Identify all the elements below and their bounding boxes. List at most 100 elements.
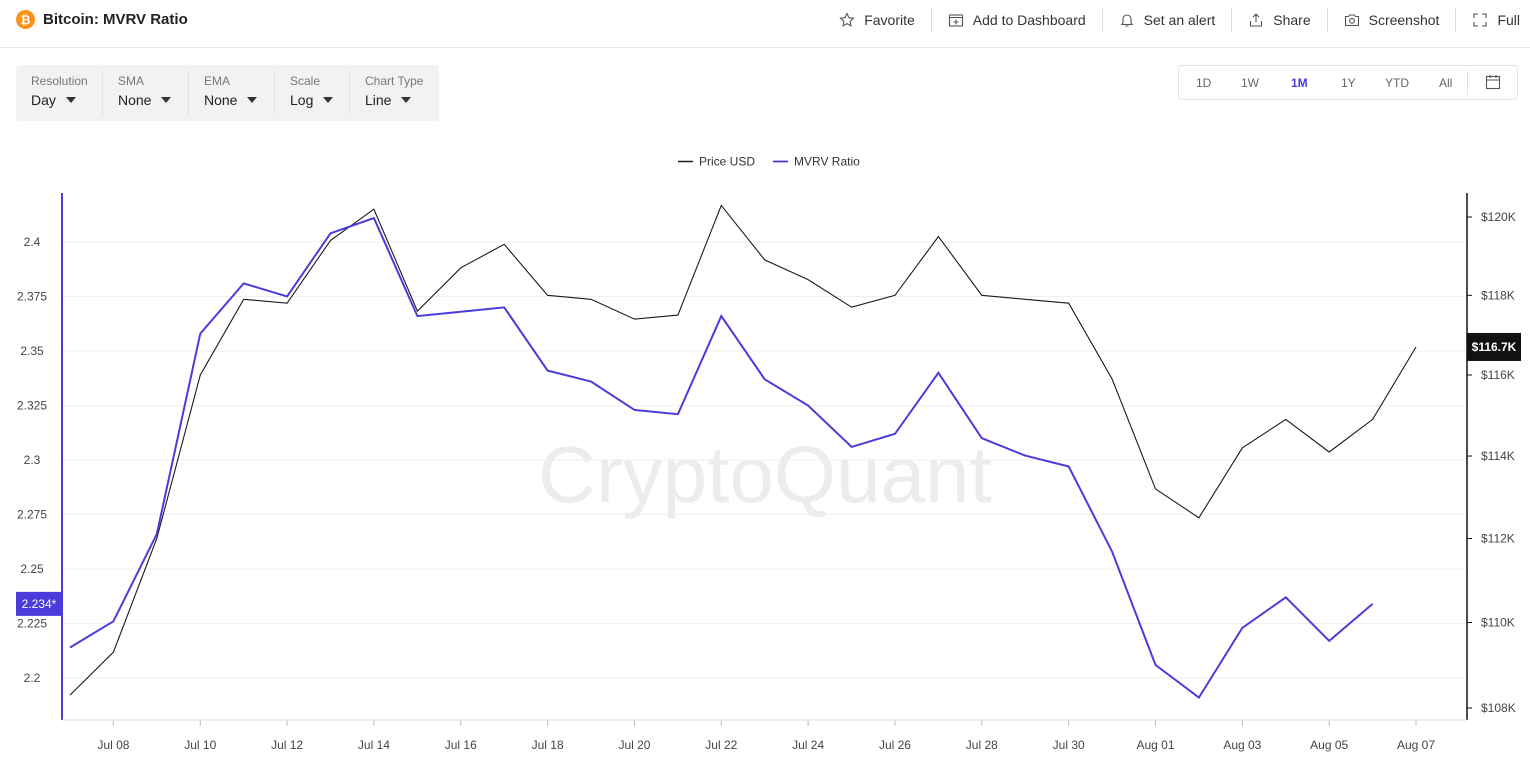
y-right-tick-label: $120K <box>1481 210 1516 224</box>
caret-down-icon <box>247 97 258 103</box>
x-tick-label: Jul 10 <box>184 738 216 752</box>
right-axis-ticks: $108K $110K $112K $114K $116K $118K $120K <box>1467 210 1516 715</box>
y-right-tick-label: $114K <box>1481 449 1515 463</box>
period-ytd[interactable]: YTD <box>1385 76 1409 90</box>
chart-type-select[interactable]: Chart Type Line <box>350 71 439 115</box>
resolution-label: Resolution <box>31 74 88 88</box>
x-tick-label: Jul 30 <box>1053 738 1085 752</box>
caret-down-icon <box>65 97 76 103</box>
x-tick-label: Jul 12 <box>271 738 303 752</box>
chart-type-value: Line <box>365 92 392 108</box>
sma-value: None <box>118 92 152 108</box>
mvrv-badge-bg <box>16 591 62 616</box>
star-icon <box>839 12 855 27</box>
ema-select[interactable]: EMA None <box>189 71 275 115</box>
x-tick-label: Jul 14 <box>358 738 390 752</box>
dashboard-add-icon <box>948 14 963 27</box>
sma-label: SMA <box>118 74 145 88</box>
chart-legend: Price USD MVRV Ratio <box>678 155 860 169</box>
x-tick-label: Jul 24 <box>792 738 824 752</box>
mvrv-chart: Price USD MVRV Ratio CryptoQuant 2.2 2.22… <box>16 155 1521 752</box>
camera-icon <box>1344 14 1359 27</box>
legend-mvrv-label[interactable]: MVRV Ratio <box>794 155 860 169</box>
screenshot-label: Screenshot <box>1368 12 1440 28</box>
scale-label: Scale <box>290 74 321 88</box>
x-tick-label: Aug 01 <box>1136 738 1174 752</box>
caret-down-icon <box>161 97 172 103</box>
y-left-tick-label: 2.325 <box>17 399 47 413</box>
legend-price-label[interactable]: Price USD <box>699 155 755 169</box>
mvrv-badge-text: 2.234* <box>22 597 57 611</box>
fullscreen-icon <box>1473 13 1487 27</box>
ema-label: EMA <box>204 74 231 88</box>
period-1d[interactable]: 1D <box>1196 76 1212 90</box>
price-badge-bg <box>1467 332 1521 361</box>
mvrv-ratio-line[interactable] <box>69 216 1374 700</box>
y-left-tick-label: 2.25 <box>20 562 44 576</box>
mvrv-value-badge: 2.234* <box>16 591 62 616</box>
screenshot-button[interactable]: Screenshot <box>1328 8 1457 32</box>
x-tick-label: Jul 20 <box>618 738 650 752</box>
x-axis-ticks: Jul 08 Jul 10 Jul 12 Jul 14 Jul 16 Jul 18 Jul … <box>97 720 1435 752</box>
x-tick-label: Jul 22 <box>705 738 737 752</box>
title-area: ₿ Bitcoin: MVRV Ratio <box>16 10 188 29</box>
share-button[interactable]: Share <box>1232 8 1328 32</box>
y-right-tick-label: $108K <box>1481 701 1516 715</box>
x-tick-label: Jul 16 <box>445 738 477 752</box>
resolution-value: Day <box>31 92 56 108</box>
fullscreen-button[interactable]: Full <box>1456 8 1530 32</box>
bitcoin-logo-icon: ₿ <box>16 10 35 29</box>
y-right-tick-label: $112K <box>1481 532 1515 546</box>
add-to-dashboard-button[interactable]: Add to Dashboard <box>932 8 1103 32</box>
add-to-dashboard-label: Add to Dashboard <box>972 12 1086 28</box>
favorite-button[interactable]: Favorite <box>823 8 932 32</box>
top-bar: ₿ Bitcoin: MVRV Ratio Favorite Add to Da… <box>0 0 1530 48</box>
period-1m[interactable]: 1M <box>1291 76 1308 90</box>
x-tick-label: Aug 07 <box>1397 738 1435 752</box>
set-alert-button[interactable]: Set an alert <box>1103 8 1233 32</box>
grid-lines <box>62 241 1467 679</box>
period-1w[interactable]: 1W <box>1241 76 1259 90</box>
period-all[interactable]: All <box>1439 76 1453 90</box>
y-left-tick-label: 2.275 <box>17 508 47 522</box>
scale-value: Log <box>290 92 314 108</box>
y-right-tick-label: $116K <box>1481 368 1515 382</box>
x-tick-label: Aug 03 <box>1223 738 1261 752</box>
caret-down-icon <box>323 97 334 103</box>
x-tick-label: Jul 26 <box>879 738 911 752</box>
calendar-icon[interactable] <box>1485 74 1501 90</box>
divider <box>1467 71 1468 95</box>
header-actions: Favorite Add to Dashboard Set an alert S… <box>823 0 1530 40</box>
y-left-tick-label: 2.35 <box>20 344 44 358</box>
y-right-tick-label: $118K <box>1481 288 1515 302</box>
scale-select[interactable]: Scale Log <box>275 71 350 115</box>
y-right-tick-label: $110K <box>1481 615 1515 629</box>
price-usd-line[interactable] <box>69 204 1417 696</box>
favorite-label: Favorite <box>864 12 915 28</box>
y-left-tick-label: 2.3 <box>24 453 41 467</box>
page-title: Bitcoin: MVRV Ratio <box>43 11 188 28</box>
period-1y[interactable]: 1Y <box>1341 76 1356 90</box>
period-selector: 1D 1W 1M 1Y YTD All <box>1178 65 1518 100</box>
chart-controls: Resolution Day SMA None EMA None Scale L… <box>16 65 439 121</box>
share-icon <box>1250 13 1263 27</box>
x-tick-label: Jul 08 <box>97 738 129 752</box>
fullscreen-label: Full <box>1497 12 1520 28</box>
left-axis-ticks: 2.2 2.225 2.25 2.275 2.3 2.325 2.35 2.375 2.4 <box>17 235 47 685</box>
sma-select[interactable]: SMA None <box>103 71 189 115</box>
price-badge-text: $116.7K <box>1472 340 1517 354</box>
bell-icon <box>1120 14 1133 27</box>
ema-value: None <box>204 92 238 108</box>
y-left-tick-label: 2.225 <box>17 617 47 631</box>
price-value-badge: $116.7K <box>1467 332 1521 361</box>
caret-down-icon <box>401 97 412 103</box>
x-tick-label: Aug 05 <box>1310 738 1348 752</box>
watermark: CryptoQuant <box>538 430 992 519</box>
chart-type-label: Chart Type <box>365 74 424 88</box>
set-alert-label: Set an alert <box>1143 12 1216 28</box>
share-label: Share <box>1273 12 1311 28</box>
x-tick-label: Jul 18 <box>532 738 564 752</box>
resolution-select[interactable]: Resolution Day <box>16 71 103 115</box>
y-left-tick-label: 2.4 <box>24 235 41 249</box>
x-tick-label: Jul 28 <box>966 738 998 752</box>
